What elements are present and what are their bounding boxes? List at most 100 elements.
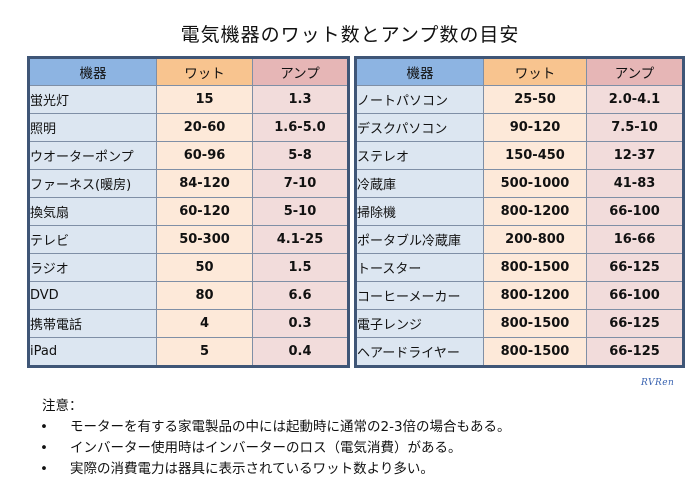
appliance-name: 蛍光灯 [28, 85, 157, 114]
appliance-name: ウオーターポンプ [28, 141, 157, 170]
appliance-name: DVD [28, 281, 157, 310]
table-row: ファーネス(暖房) 84-120 7-10 [28, 169, 349, 198]
watt-value: 20-60 [156, 113, 253, 142]
appliance-name: 照明 [28, 113, 157, 142]
amp-value: 66-125 [586, 337, 684, 367]
bullet-icon: • [40, 419, 48, 435]
watt-value: 800-1200 [483, 197, 587, 226]
appliance-name: 携帯電話 [28, 309, 157, 338]
header-watt: ワット [156, 57, 253, 86]
appliance-name: ポータブル冷蔵庫 [355, 225, 484, 254]
watt-value: 60-120 [156, 197, 253, 226]
amp-value: 0.3 [252, 309, 349, 338]
note-item: • インバーター使用時はインバーターのロス（電気消費）がある。 [40, 438, 511, 459]
page-title: 電気機器のワット数とアンプ数の目安 [180, 24, 520, 46]
table-row: 換気扇 60-120 5-10 [28, 197, 349, 226]
watt-value: 50-300 [156, 225, 253, 254]
table-header-row: 機器 ワット アンプ [28, 57, 349, 86]
notes-section: 注意： • モーターを有する家電製品の中には起動時に通常の2-3倍の場合もある。… [40, 396, 511, 480]
appliance-name: トースター [355, 253, 484, 282]
amp-value: 7.5-10 [586, 113, 684, 142]
table-row: 掃除機 800-1200 66-100 [355, 197, 684, 226]
watt-value: 60-96 [156, 141, 253, 170]
note-item: • 実際の消費電力は器具に表示されているワット数より多い。 [40, 459, 511, 480]
table-row: 電子レンジ 800-1500 66-125 [355, 309, 684, 338]
amp-value: 5-8 [252, 141, 349, 170]
amp-value: 6.6 [252, 281, 349, 310]
watt-value: 15 [156, 85, 253, 114]
amp-value: 66-125 [586, 253, 684, 282]
note-item: • モーターを有する家電製品の中には起動時に通常の2-3倍の場合もある。 [40, 417, 511, 438]
watt-value: 80 [156, 281, 253, 310]
amp-value: 16-66 [586, 225, 684, 254]
table-header-row: 機器 ワット アンプ [355, 57, 684, 86]
amp-value: 2.0-4.1 [586, 85, 684, 114]
appliance-name: デスクパソコン [355, 113, 484, 142]
appliance-name: コーヒーメーカー [355, 281, 484, 310]
header-amp: アンプ [586, 57, 684, 86]
appliance-name: 冷蔵庫 [355, 169, 484, 198]
header-amp: アンプ [252, 57, 349, 86]
table-row: ステレオ 150-450 12-37 [355, 141, 684, 170]
appliance-name: ファーネス(暖房) [28, 169, 157, 198]
table-row: トースター 800-1500 66-125 [355, 253, 684, 282]
amp-value: 4.1-25 [252, 225, 349, 254]
appliance-name: 換気扇 [28, 197, 157, 226]
watt-value: 800-1500 [483, 253, 587, 282]
table-row: 照明 20-60 1.6-5.0 [28, 113, 349, 142]
table-row: コーヒーメーカー 800-1200 66-100 [355, 281, 684, 310]
table-row: 蛍光灯 15 1.3 [28, 85, 349, 114]
watt-value: 800-1500 [483, 309, 587, 338]
note-text: 実際の消費電力は器具に表示されているワット数より多い。 [70, 461, 434, 477]
amp-value: 41-83 [586, 169, 684, 198]
appliance-name: テレビ [28, 225, 157, 254]
watt-value: 84-120 [156, 169, 253, 198]
table-row: テレビ 50-300 4.1-25 [28, 225, 349, 254]
table-row: DVD 80 6.6 [28, 281, 349, 310]
appliance-table-left: 機器 ワット アンプ 蛍光灯 15 1.3 照明 20-60 1.6-5.0 ウ… [27, 56, 350, 368]
table-row: iPad 5 0.4 [28, 337, 349, 367]
watt-value: 500-1000 [483, 169, 587, 198]
amp-value: 66-100 [586, 281, 684, 310]
appliance-name: ノートパソコン [355, 85, 484, 114]
amp-value: 7-10 [252, 169, 349, 198]
amp-value: 5-10 [252, 197, 349, 226]
note-text: インバーター使用時はインバーターのロス（電気消費）がある。 [70, 440, 462, 456]
amp-value: 66-125 [586, 309, 684, 338]
table-row: ポータブル冷蔵庫 200-800 16-66 [355, 225, 684, 254]
table-row: ラジオ 50 1.5 [28, 253, 349, 282]
appliance-name: iPad [28, 337, 157, 367]
table-row: 携帯電話 4 0.3 [28, 309, 349, 338]
appliance-table-right: 機器 ワット アンプ ノートパソコン 25-50 2.0-4.1 デスクパソコン… [354, 56, 685, 368]
amp-value: 0.4 [252, 337, 349, 367]
header-appliance: 機器 [355, 57, 484, 86]
watt-value: 150-450 [483, 141, 587, 170]
amp-value: 1.3 [252, 85, 349, 114]
amp-value: 1.5 [252, 253, 349, 282]
appliance-name: 電子レンジ [355, 309, 484, 338]
header-appliance: 機器 [28, 57, 157, 86]
appliance-name: ヘアードライヤー [355, 337, 484, 367]
watt-value: 4 [156, 309, 253, 338]
appliance-name: 掃除機 [355, 197, 484, 226]
table-row: ウオーターポンプ 60-96 5-8 [28, 141, 349, 170]
table-row: 冷蔵庫 500-1000 41-83 [355, 169, 684, 198]
amp-value: 12-37 [586, 141, 684, 170]
watt-value: 200-800 [483, 225, 587, 254]
watt-value: 50 [156, 253, 253, 282]
watt-value: 90-120 [483, 113, 587, 142]
appliance-name: ステレオ [355, 141, 484, 170]
watt-value: 5 [156, 337, 253, 367]
header-watt: ワット [483, 57, 587, 86]
table-row: デスクパソコン 90-120 7.5-10 [355, 113, 684, 142]
bullet-icon: • [40, 461, 48, 477]
amp-value: 1.6-5.0 [252, 113, 349, 142]
watt-value: 800-1500 [483, 337, 587, 367]
table-row: ヘアードライヤー 800-1500 66-125 [355, 337, 684, 367]
notes-title: 注意： [42, 398, 83, 414]
note-text: モーターを有する家電製品の中には起動時に通常の2-3倍の場合もある。 [70, 419, 511, 435]
amp-value: 66-100 [586, 197, 684, 226]
table-row: ノートパソコン 25-50 2.0-4.1 [355, 85, 684, 114]
watt-value: 800-1200 [483, 281, 587, 310]
bullet-icon: • [40, 440, 48, 456]
